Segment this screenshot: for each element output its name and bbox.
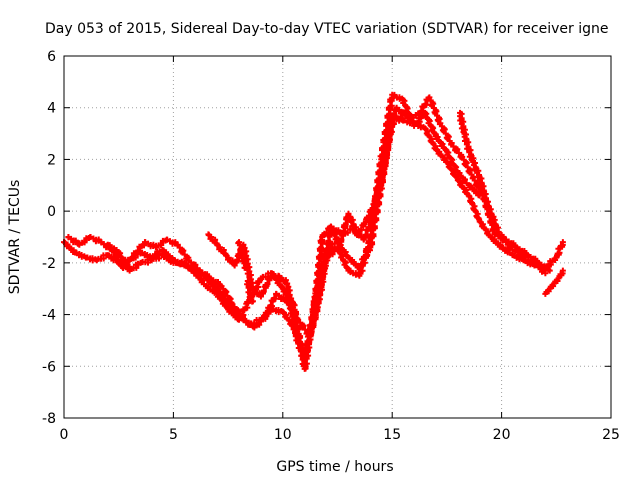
data-trail	[267, 274, 280, 281]
x-tick-label: 20	[493, 427, 511, 443]
data-trail	[236, 298, 253, 321]
data-point	[242, 265, 249, 272]
x-tick-label: 25	[602, 427, 620, 443]
data-trail	[512, 247, 522, 256]
data-trail	[283, 281, 300, 336]
data-point	[559, 239, 566, 246]
x-tick-label: 5	[169, 427, 178, 443]
data-trail	[531, 259, 541, 269]
data-trail	[504, 239, 515, 252]
data-trail	[87, 234, 102, 245]
data-trail	[554, 241, 566, 259]
data-trail	[371, 172, 386, 205]
data-trail	[525, 257, 535, 266]
series-track-4	[205, 112, 404, 365]
chart-title: Day 053 of 2015, Sidereal Day-to-day VTE…	[45, 21, 608, 37]
data-trail	[458, 154, 477, 180]
data-point	[249, 298, 256, 305]
data-point	[559, 267, 566, 274]
y-tick-label: -2	[42, 256, 56, 272]
x-tick-label: 15	[383, 427, 401, 443]
data-trail	[466, 193, 483, 223]
x-tick-label: 10	[274, 427, 292, 443]
x-tick-label: 0	[60, 427, 69, 443]
y-tick-label: 0	[47, 204, 56, 220]
series-track-6	[542, 267, 566, 297]
data-trail	[73, 249, 88, 260]
data-trail	[543, 287, 552, 295]
series-track-8	[244, 277, 256, 305]
data-trail	[106, 242, 120, 255]
series-track-7	[235, 239, 249, 272]
data-trail	[309, 236, 326, 318]
data-trail	[276, 273, 289, 285]
data-point	[546, 267, 553, 274]
y-tick-label: 6	[47, 49, 56, 65]
data-trail	[436, 121, 455, 146]
data-trail	[172, 258, 185, 268]
data-trail	[301, 315, 317, 362]
data-point	[542, 270, 549, 277]
data-trail	[483, 198, 497, 220]
y-tick-label: -8	[42, 411, 56, 427]
data-trail	[477, 219, 493, 239]
data-trail	[444, 159, 462, 182]
series-track-5	[457, 109, 549, 277]
data-trail	[244, 279, 254, 296]
data-trail	[444, 149, 461, 175]
data-trail	[425, 95, 443, 125]
data-trail	[356, 238, 373, 277]
data-trail	[130, 241, 147, 257]
data-trail	[457, 110, 468, 135]
data-trail	[537, 263, 548, 275]
data-trail	[174, 242, 192, 262]
data-trail	[380, 115, 396, 174]
y-tick-label: -6	[42, 359, 56, 375]
data-trail	[498, 232, 508, 244]
y-tick-label: 2	[47, 152, 56, 168]
x-axis-label: GPS time / hours	[276, 459, 393, 475]
data-trail	[164, 236, 179, 247]
data-trail	[116, 250, 132, 273]
data-trail	[400, 97, 417, 127]
data-trail	[547, 282, 557, 290]
data-trail	[466, 147, 477, 164]
data-trail	[455, 177, 471, 197]
data-trail	[517, 250, 528, 262]
data-marks	[61, 91, 566, 372]
y-tick-label: 4	[47, 101, 56, 117]
data-point	[397, 115, 404, 122]
data-trail	[261, 291, 280, 319]
data-trail	[354, 220, 368, 236]
y-tick-label: -4	[42, 308, 56, 324]
plot-frame	[63, 55, 612, 419]
y-axis-label: SDTVAR / TECUs	[7, 180, 23, 295]
data-trail	[218, 283, 235, 306]
